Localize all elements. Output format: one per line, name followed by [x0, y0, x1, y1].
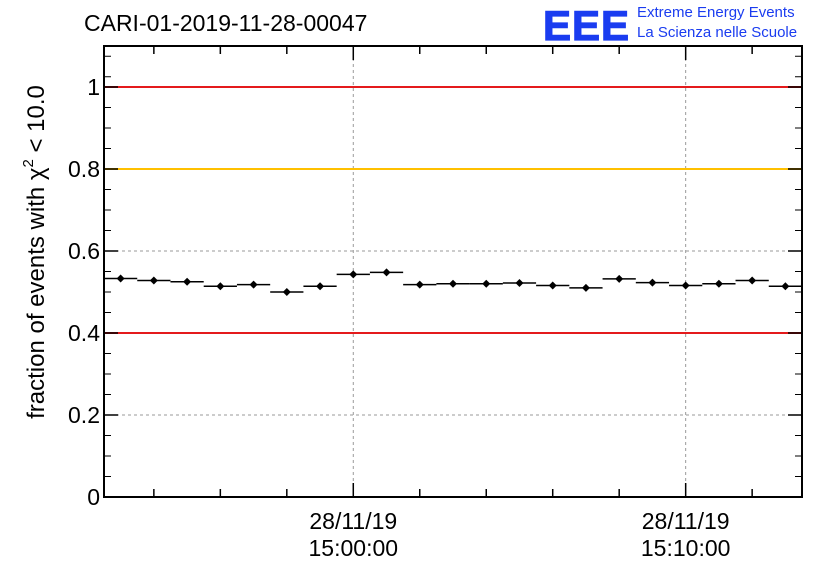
x-tick-label-time: 15:10:00	[641, 535, 731, 561]
y-tick-labels: 0 0.2 0.4 0.6 0.8 1	[68, 74, 100, 510]
point-marker	[116, 274, 125, 283]
chart-title: CARI-01-2019-11-28-00047	[84, 10, 368, 36]
data-point	[403, 280, 437, 289]
data-points	[104, 268, 802, 296]
y-tick-label: 1	[87, 74, 100, 100]
data-point	[436, 279, 470, 288]
axis-ticks	[104, 46, 802, 498]
data-point	[469, 279, 503, 288]
eee-logo-mark: EEE	[542, 1, 631, 49]
point-marker	[382, 268, 391, 277]
point-marker	[183, 277, 192, 286]
y-tick-label: 0.2	[68, 402, 100, 428]
data-point	[270, 288, 304, 296]
data-point	[336, 270, 370, 279]
x-tick-label-date: 28/11/19	[642, 508, 730, 534]
point-marker	[748, 276, 757, 285]
data-point	[735, 276, 769, 285]
point-marker	[615, 274, 624, 283]
x-tick-label-date: 28/11/19	[309, 508, 397, 534]
data-point	[303, 282, 337, 291]
point-marker	[548, 281, 557, 290]
plot-frame	[103, 45, 803, 498]
y-tick-label: 0.6	[68, 238, 100, 264]
data-point	[602, 274, 636, 283]
y-axis-label-tail: < 10.0	[23, 85, 50, 159]
point-marker	[482, 279, 491, 288]
data-point	[369, 268, 404, 277]
y-tick-label: 0	[87, 484, 100, 510]
data-point	[702, 279, 736, 288]
data-point	[236, 280, 271, 289]
data-point	[170, 277, 204, 286]
x-tick-label-time: 15:00:00	[309, 535, 399, 561]
point-marker	[249, 280, 258, 289]
data-point	[203, 282, 237, 291]
data-point	[536, 281, 570, 290]
point-marker	[349, 270, 358, 279]
point-marker	[581, 283, 590, 292]
y-tick-label: 0.4	[68, 320, 100, 346]
point-marker	[648, 278, 657, 287]
data-point	[768, 282, 802, 291]
reference-lines	[104, 86, 802, 334]
point-marker	[781, 282, 790, 291]
logo-tagline-1: Extreme Energy Events	[637, 4, 795, 21]
data-point	[104, 274, 138, 283]
point-marker	[449, 279, 457, 288]
data-point	[635, 278, 670, 287]
data-point	[137, 276, 171, 285]
data-point	[669, 281, 703, 290]
point-marker	[714, 279, 723, 288]
logo-tagline-2: La Scienza nelle Scuole	[637, 24, 798, 41]
point-marker	[415, 280, 424, 289]
y-axis-label-sup: 2	[20, 159, 37, 167]
point-marker	[515, 278, 524, 287]
y-axis-label-main: fraction of events with χ	[23, 167, 50, 419]
data-point	[569, 283, 603, 292]
grid-layer	[104, 46, 802, 497]
data-point	[502, 278, 537, 287]
point-marker	[149, 276, 158, 285]
y-axis-label: fraction of events with χ2 < 10.0	[20, 85, 50, 419]
point-marker	[316, 282, 325, 291]
point-marker	[216, 282, 225, 291]
y-tick-label: 0.8	[68, 156, 100, 182]
point-marker	[282, 288, 291, 296]
point-marker	[681, 281, 690, 290]
